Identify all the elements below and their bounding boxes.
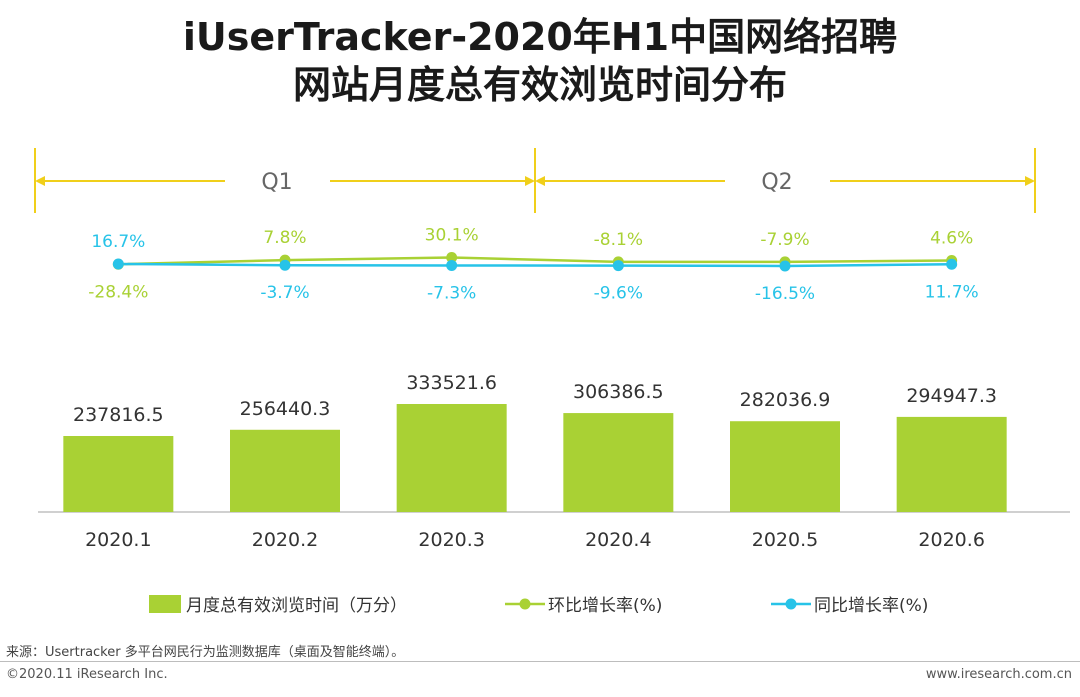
x-tick-label: 2020.1 (85, 529, 151, 551)
yoy-data-label: -3.7% (260, 283, 309, 303)
bar (63, 436, 174, 512)
quarter-brackets: Q1 Q2 (34, 148, 1036, 213)
bar-data-label: 237816.5 (73, 404, 164, 426)
legend-bar-swatch (149, 595, 181, 613)
bar (230, 429, 340, 512)
yoy-point (946, 258, 958, 270)
yoy-data-label: 16.7% (91, 232, 145, 252)
yoy-point (612, 260, 624, 272)
mom-data-label: 30.1% (425, 226, 479, 246)
chart-title-line2: 网站月度总有效浏览时间分布 (292, 63, 787, 107)
legend-bar-label: 月度总有效浏览时间（万分） (186, 596, 407, 616)
bar (730, 421, 840, 512)
legend-mom-label: 环比增长率(%) (548, 596, 662, 616)
mom-data-label: 7.8% (263, 228, 306, 248)
x-tick-label: 2020.5 (752, 529, 818, 551)
bar-data-label: 282036.9 (740, 389, 831, 411)
quarter-label: Q1 (261, 170, 292, 195)
mom-line (118, 256, 952, 266)
yoy-data-label: -16.5% (755, 284, 815, 304)
mom-point (446, 252, 458, 264)
legend-yoy-label: 同比增长率(%) (814, 596, 928, 616)
yoy-line (118, 262, 952, 268)
yoy-point (112, 258, 124, 270)
bar-data-label: 306386.5 (573, 381, 664, 403)
copyright: ©2020.11 iResearch Inc. (6, 667, 168, 682)
yoy-point (446, 259, 458, 271)
mom-data-label: 4.6% (930, 228, 973, 248)
bar-data-label: 294947.3 (906, 385, 997, 407)
bars: 237816.5 2020.1 256440.3 2020.2 333521.6 2020… (38, 372, 1070, 551)
x-tick-label: 2020.2 (252, 529, 318, 551)
yoy-data-label: 11.7% (925, 282, 979, 302)
yoy-point (279, 259, 291, 271)
yoy-data-label: -9.6% (594, 284, 643, 304)
x-tick-label: 2020.4 (585, 529, 651, 551)
quarter-label: Q2 (761, 170, 792, 195)
growth-lines: -28.4% 16.7% 7.8% -3.7% 30.1% -7.3% -8.1% -9.6%… (88, 226, 978, 304)
yoy-data-label: -7.3% (427, 283, 476, 303)
bar (396, 404, 507, 512)
x-tick-label: 2020.3 (418, 529, 484, 551)
legend-yoy-marker (785, 598, 797, 610)
bar-data-label: 333521.6 (406, 372, 497, 394)
bar-data-label: 256440.3 (240, 398, 331, 420)
bar (896, 416, 1007, 512)
mom-data-label: -8.1% (594, 230, 643, 250)
mom-data-label: -28.4% (88, 282, 148, 302)
website[interactable]: www.iresearch.com.cn (925, 667, 1072, 682)
legend-mom-marker (519, 598, 531, 610)
source-note: 来源：Usertracker 多平台网民行为监测数据库（桌面及智能终端）。 (6, 645, 405, 660)
bar (563, 413, 674, 512)
x-tick-label: 2020.6 (918, 529, 984, 551)
chart-title-line1: iUserTracker-2020年H1中国网络招聘 (182, 15, 898, 59)
footer-divider (0, 661, 1080, 662)
legend: 月度总有效浏览时间（万分） 环比增长率(%) 同比增长率(%) (149, 595, 928, 616)
mom-data-label: -7.9% (760, 230, 809, 250)
yoy-point (779, 260, 791, 272)
